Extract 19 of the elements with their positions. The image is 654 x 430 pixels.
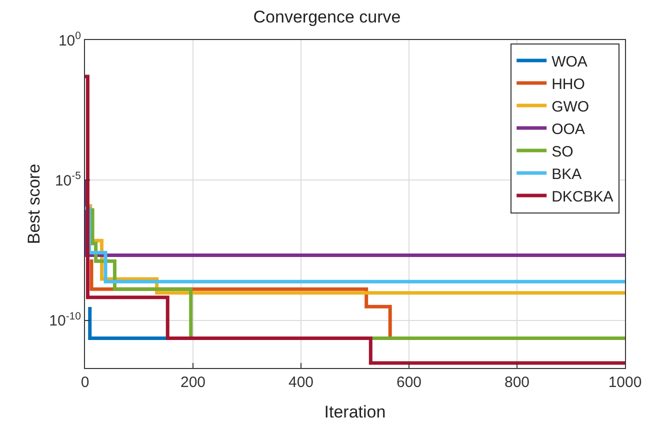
x-axis-title: Iteration [324, 402, 386, 422]
chart-title: Convergence curve [253, 8, 401, 27]
legend-label: BKA [552, 166, 582, 183]
y-tick-label: 10$^{-10}$ [49, 310, 82, 330]
legend-label: HHO [552, 76, 585, 93]
x-tick-label: 400 [288, 374, 314, 391]
legend-label: OOA [552, 120, 585, 138]
y-tick-label: 10$^{-5}$ [54, 170, 82, 190]
legend-label: WOA [552, 53, 588, 70]
y-axis-title: Best score [24, 164, 44, 244]
legend-label: GWO [552, 98, 590, 116]
x-tick-label: 1000 [608, 374, 642, 391]
x-tick-label: 200 [180, 374, 206, 391]
x-tick-label: 0 [80, 374, 90, 391]
x-tick-label: 800 [504, 374, 530, 391]
legend-label: SO [552, 143, 574, 160]
y-tick-label: 10$^{0}$ [58, 30, 82, 50]
legend-label: DKCBKA [552, 188, 614, 206]
x-tick-label: 600 [396, 374, 422, 391]
